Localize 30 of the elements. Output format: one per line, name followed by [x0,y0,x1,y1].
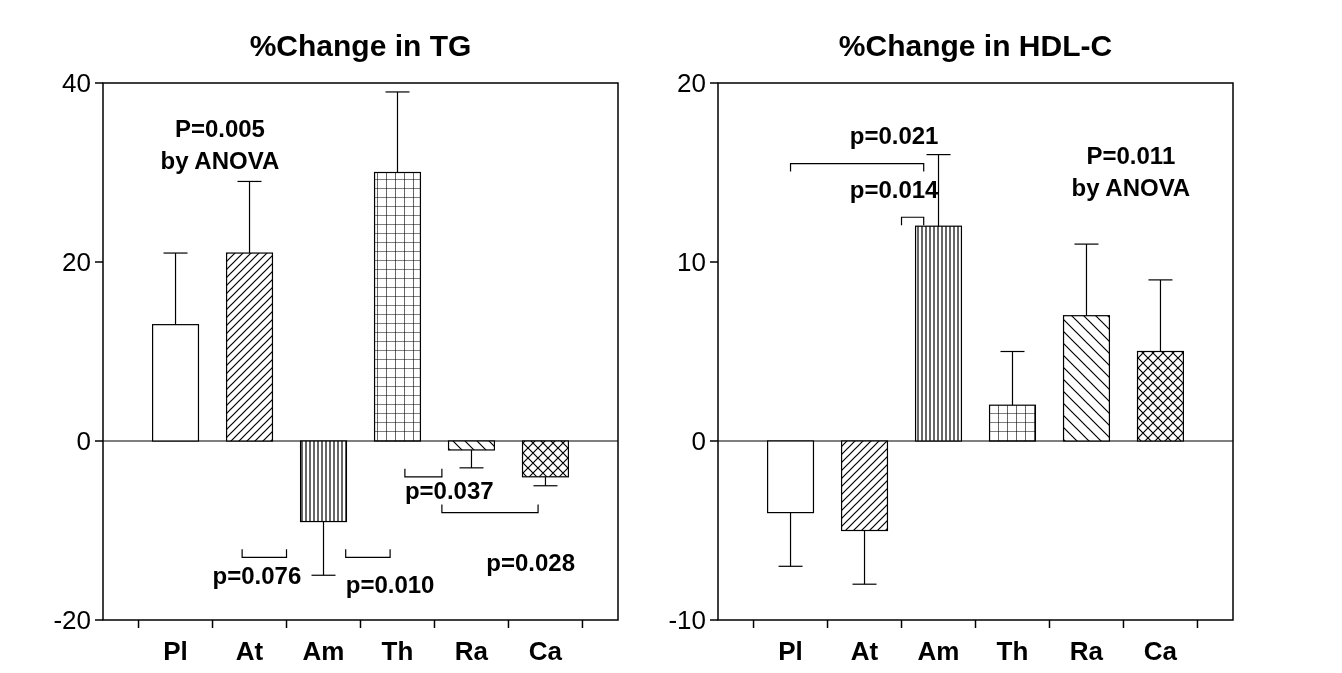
x-tick-label: Am [917,636,960,666]
annotation: P=0.005 by ANOVA [160,114,280,174]
x-tick-label: Ra [454,636,489,666]
x-tick-label: Ca [1143,636,1178,666]
x-tick-label: Pl [778,636,803,666]
x-tick-label: Am [302,636,345,666]
x-tick-label: Ca [528,636,563,666]
x-tick-label: Ra [1069,636,1104,666]
y-tick-label: -10 [668,605,706,635]
x-tick-label: Th [381,636,414,666]
y-tick-label: 40 [62,68,91,98]
y-tick-label: 20 [677,68,706,98]
annotation: p=0.021 [849,121,939,149]
y-tick-label: 0 [691,426,706,456]
chart-title: %Change in TG [249,29,472,62]
y-tick-label: 20 [62,247,91,277]
annotation: p=0.037 [404,477,494,505]
chart-title: %Change in HDL-C [838,29,1113,62]
y-tick-label: 0 [76,426,91,456]
annotation: P=0.011 by ANOVA [1071,141,1191,201]
annotation: p=0.010 [345,571,435,599]
y-tick-label: -20 [53,605,91,635]
annotation: p=0.014 [849,175,940,203]
x-tick-label: At [235,636,264,666]
y-tick-label: 10 [677,247,706,277]
x-tick-label: Th [996,636,1029,666]
x-tick-label: At [850,636,879,666]
annotation: p=0.028 [486,548,576,576]
x-tick-label: Pl [163,636,188,666]
annotation: p=0.076 [212,562,302,590]
